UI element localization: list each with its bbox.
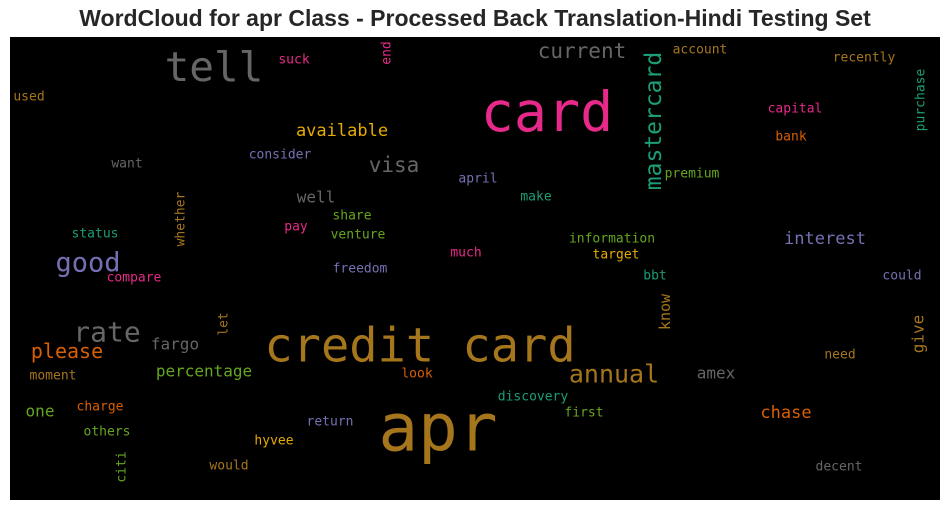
word-pay: pay — [284, 220, 308, 235]
word-citi: citi — [115, 451, 130, 482]
word-consider: consider — [249, 148, 312, 163]
word-current: current — [538, 39, 627, 63]
word-used: used — [13, 90, 44, 105]
word-compare: compare — [107, 271, 162, 286]
word-target: target — [593, 248, 640, 263]
word-apr: apr — [378, 390, 497, 467]
word-purchase: purchase — [914, 69, 929, 132]
word-much: much — [450, 246, 481, 261]
word-one: one — [26, 402, 55, 421]
word-account: account — [673, 43, 728, 58]
word-whether: whether — [174, 191, 189, 246]
word-fargo: fargo — [151, 335, 199, 354]
word-bank: bank — [775, 130, 806, 145]
word-percentage: percentage — [156, 362, 252, 381]
word-charge: charge — [77, 400, 124, 415]
word-share: share — [332, 209, 371, 224]
word-interest: interest — [784, 229, 866, 249]
word-well: well — [297, 188, 336, 207]
word-status: status — [72, 227, 119, 242]
word-discovery: discovery — [498, 390, 569, 405]
word-available: available — [296, 121, 388, 141]
word-others: others — [84, 425, 131, 440]
word-venture: venture — [331, 228, 386, 243]
word-could: could — [882, 269, 921, 284]
word-make: make — [520, 190, 551, 205]
word-bbt: bbt — [643, 269, 666, 284]
word-first: first — [564, 406, 603, 421]
word-april: april — [458, 172, 497, 187]
word-capital: capital — [768, 102, 823, 117]
word-end: end — [380, 41, 395, 64]
word-please: please — [31, 339, 103, 363]
word-premium: premium — [665, 167, 720, 182]
word-credit-card: credit card — [264, 319, 575, 374]
word-decent: decent — [816, 460, 863, 475]
word-tell: tell — [165, 43, 264, 91]
word-visa: visa — [369, 153, 420, 177]
word-chase: chase — [760, 403, 811, 423]
word-good: good — [55, 248, 120, 279]
word-freedom: freedom — [333, 262, 388, 277]
word-recently: recently — [833, 51, 896, 66]
word-would: would — [209, 459, 248, 474]
word-cloud-svg: apr credit card card tell mastercard current a… — [13, 39, 929, 483]
word-know: know — [656, 293, 674, 330]
word-suck: suck — [278, 53, 309, 68]
word-hyvee: hyvee — [254, 434, 293, 449]
word-look: look — [401, 367, 432, 382]
word-rate: rate — [73, 316, 140, 349]
word-moment: moment — [30, 369, 77, 384]
word-mastercard: mastercard — [641, 52, 667, 190]
word-want: want — [111, 157, 142, 172]
word-card: card — [481, 80, 613, 144]
word-give: give — [909, 315, 928, 354]
word-annual: annual — [569, 360, 659, 389]
word-let: let — [217, 312, 232, 335]
word-cloud-canvas: apr credit card card tell mastercard current a… — [10, 37, 940, 500]
chart-title: WordCloud for apr Class - Processed Back… — [79, 5, 871, 31]
word-return: return — [307, 415, 354, 430]
word-amex: amex — [697, 364, 736, 383]
word-information: information — [569, 232, 655, 247]
word-need: need — [824, 348, 855, 363]
